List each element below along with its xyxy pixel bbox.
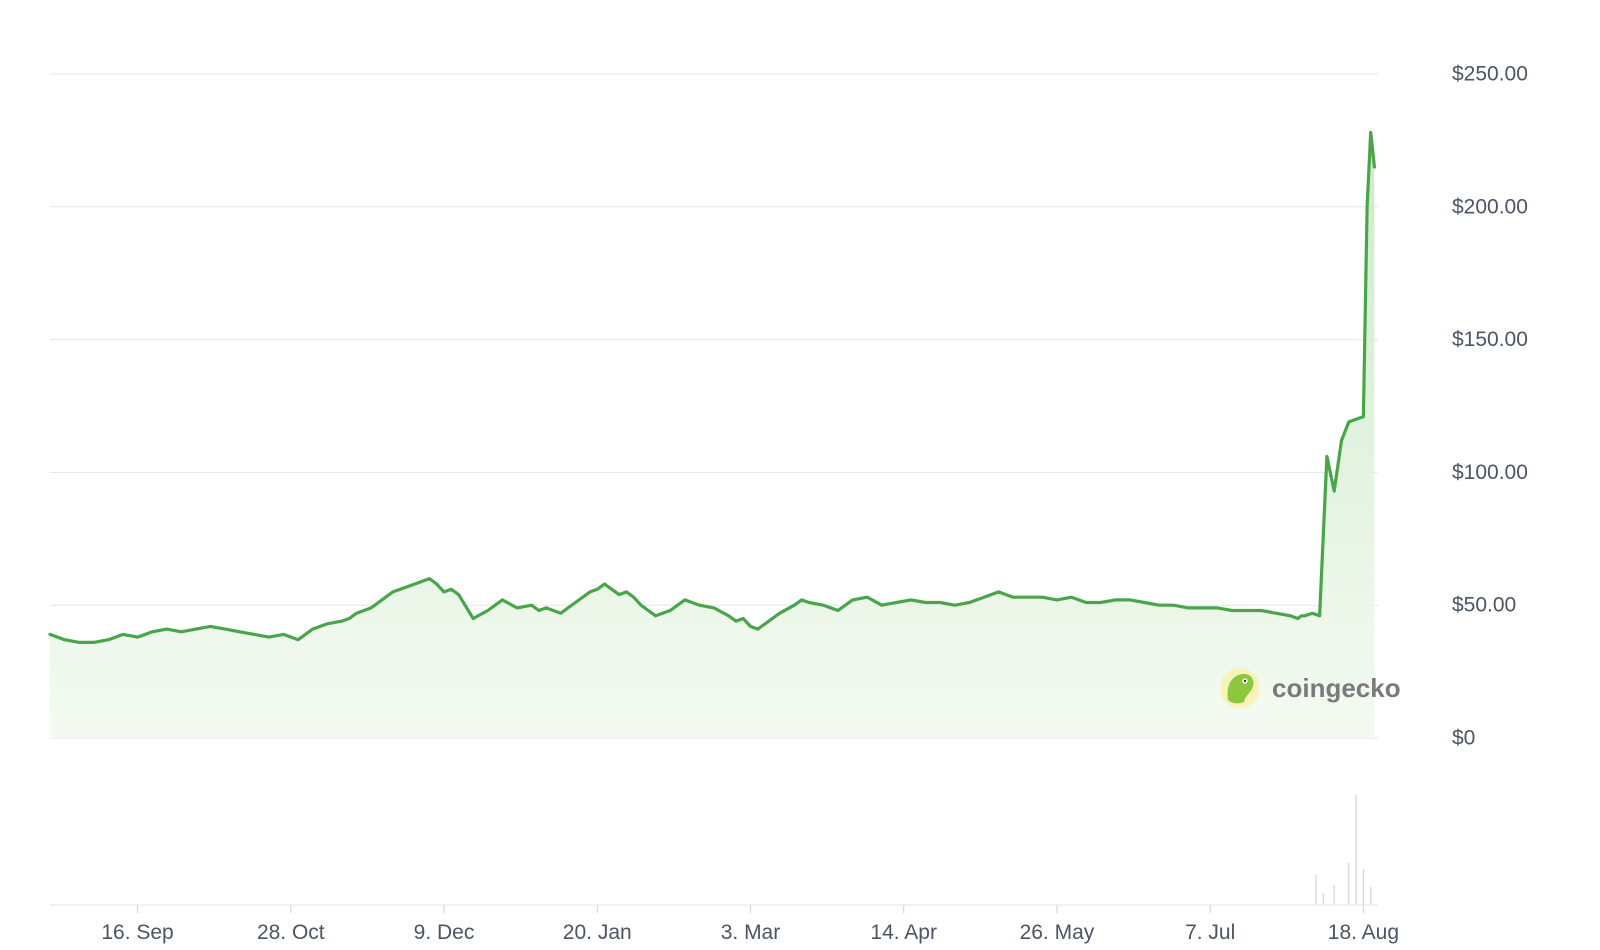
gecko-logo-icon (1220, 668, 1260, 708)
x-tick-label: 14. Apr (870, 921, 937, 944)
y-tick-label: $50.00 (1452, 594, 1516, 617)
x-tick-label: 9. Dec (414, 921, 475, 944)
x-tick-label: 28. Oct (257, 921, 325, 944)
x-tick-label: 3. Mar (721, 921, 781, 944)
y-tick-label: $200.00 (1452, 195, 1528, 218)
price-area-fill (50, 132, 1375, 738)
y-tick-label: $150.00 (1452, 328, 1528, 351)
y-tick-label: $250.00 (1452, 63, 1528, 86)
y-tick-label: $100.00 (1452, 461, 1528, 484)
x-tick-label: 20. Jan (563, 921, 632, 944)
y-tick-label: $0 (1452, 727, 1475, 750)
x-tick-label: 16. Sep (101, 921, 173, 944)
watermark-brand-text: coingecko (1272, 673, 1401, 703)
x-tick-label: 26. May (1020, 921, 1095, 944)
price-line (48, 130, 1376, 644)
coingecko-watermark: coingecko (1220, 668, 1401, 708)
x-tick-label: 7. Jul (1185, 921, 1235, 944)
x-tick-label: 18. Aug (1328, 921, 1399, 944)
